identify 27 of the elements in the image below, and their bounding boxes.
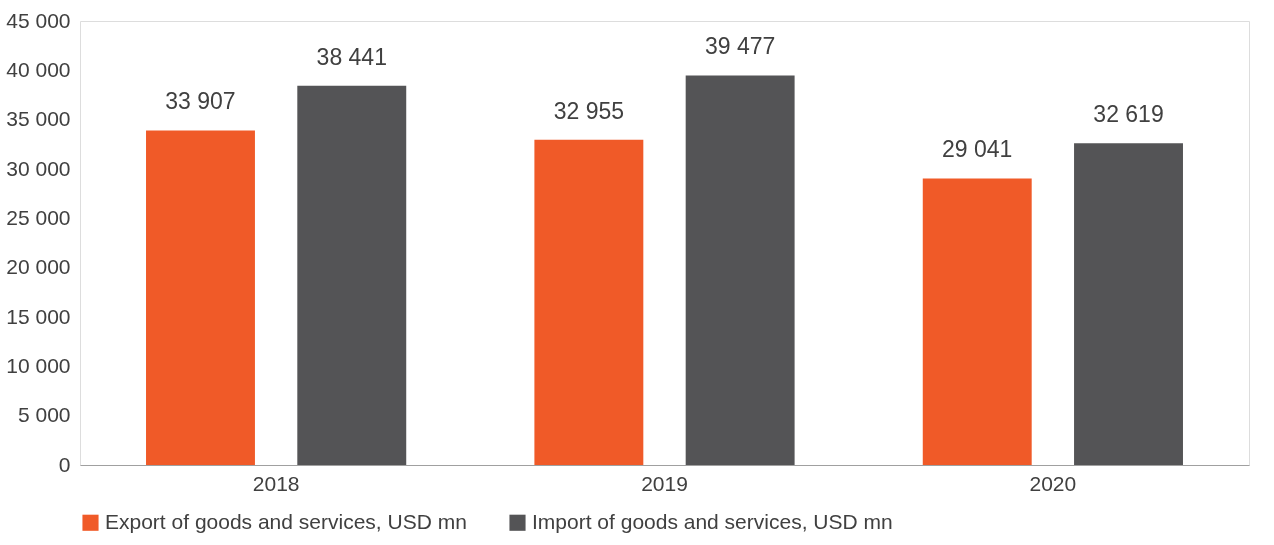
data-label: 33 907 [165, 88, 236, 115]
y-tick-label: 30 000 [6, 156, 71, 180]
x-tick-label: 2019 [641, 471, 688, 495]
data-label: 38 441 [316, 43, 387, 70]
y-tick-label: 45 000 [6, 8, 71, 32]
bar [685, 75, 795, 465]
data-label: 32 619 [1093, 101, 1164, 128]
bar [922, 178, 1032, 465]
data-label: 29 041 [942, 136, 1013, 163]
y-tick-label: 40 000 [6, 57, 71, 81]
legend-label: Export of goods and services, USD mn [105, 509, 467, 533]
data-label: 39 477 [704, 33, 776, 60]
bar [1074, 143, 1183, 465]
y-tick-label: 15 000 [6, 304, 71, 328]
bar [534, 139, 644, 465]
x-tick-label: 2018 [252, 471, 300, 495]
y-tick-label: 10 000 [6, 353, 71, 377]
y-tick-label: 35 000 [6, 107, 71, 131]
data-label: 32 955 [553, 97, 625, 124]
y-tick-label: 20 000 [6, 255, 71, 279]
legend-label: Import of goods and services, USD mn [532, 509, 893, 533]
y-tick-label: 0 [58, 452, 71, 476]
y-tick-label: 25 000 [6, 205, 71, 229]
x-tick-label: 2020 [1029, 471, 1077, 495]
y-tick-label: 5 000 [17, 403, 71, 427]
bar [297, 85, 407, 465]
bar [146, 130, 255, 465]
